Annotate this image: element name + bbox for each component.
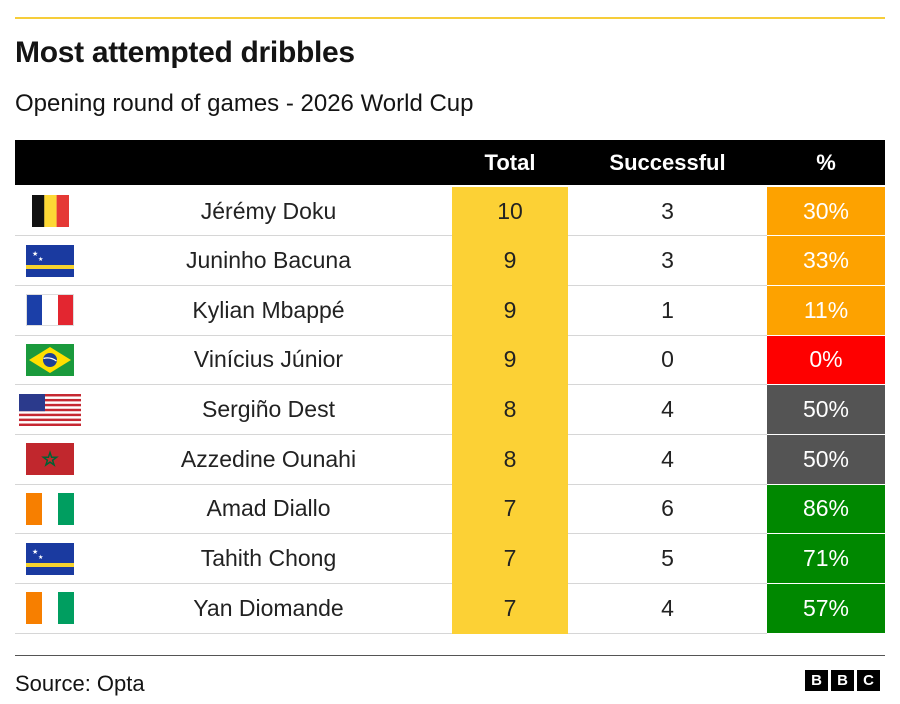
dribbles-table: Total Successful % Jérémy Doku 10 3 30% ★ ★ Ju… — [15, 140, 885, 634]
svg-text:★: ★ — [38, 554, 43, 561]
table-row: Yan Diomande 7 4 57% — [15, 583, 885, 634]
table-row: Sergiño Dest 8 4 50% — [15, 384, 885, 435]
successful-dribbles: 6 — [568, 484, 767, 535]
success-percent: 50% — [767, 384, 885, 435]
footer-divider — [15, 655, 885, 656]
successful-dribbles: 4 — [568, 583, 767, 634]
player-name: Kylian Mbappé — [85, 285, 452, 336]
belgium-flag — [15, 195, 85, 228]
curacao-flag: ★ ★ — [15, 542, 85, 575]
table-row: Azzedine Ounahi 8 4 50% — [15, 434, 885, 485]
total-attempts: 7 — [452, 583, 568, 634]
successful-dribbles: 4 — [568, 384, 767, 435]
france-flag — [15, 294, 85, 327]
svg-text:★: ★ — [32, 548, 38, 556]
successful-dribbles: 5 — [568, 533, 767, 584]
bbc-logo: B B C — [805, 670, 880, 691]
brazil-flag — [15, 343, 85, 376]
player-name: Azzedine Ounahi — [85, 434, 452, 485]
table-row: Jérémy Doku 10 3 30% — [15, 185, 885, 237]
player-name: Amad Diallo — [85, 484, 452, 535]
table-header-row: Total Successful % — [15, 140, 885, 186]
flag-cell — [15, 384, 85, 435]
success-percent: 57% — [767, 583, 885, 634]
player-name: Yan Diomande — [85, 583, 452, 634]
player-name: Vinícius Júnior — [85, 335, 452, 386]
table-row: Vinícius Júnior 9 0 0% — [15, 335, 885, 386]
source-note: Source: Opta — [15, 671, 145, 696]
success-percent: 11% — [767, 285, 885, 336]
total-attempts: 9 — [452, 335, 568, 386]
total-attempts: 8 — [452, 384, 568, 435]
top-accent-line — [15, 17, 885, 19]
table-row: ★ ★ Tahith Chong 7 5 71% — [15, 533, 885, 584]
success-percent: 30% — [767, 185, 885, 237]
svg-text:★: ★ — [38, 256, 43, 263]
usa-flag — [15, 393, 85, 426]
ivory-coast-flag — [15, 592, 85, 625]
table-row: Amad Diallo 7 6 86% — [15, 484, 885, 535]
player-name: Sergiño Dest — [85, 384, 452, 435]
success-percent: 0% — [767, 335, 885, 386]
total-attempts: 8 — [452, 434, 568, 485]
curacao-flag: ★ ★ — [15, 244, 85, 277]
bbc-logo-letter: B — [831, 670, 854, 691]
svg-text:★: ★ — [32, 250, 38, 258]
flag-cell — [15, 185, 85, 237]
flag-cell — [15, 583, 85, 634]
success-percent: 33% — [767, 235, 885, 286]
player-name: Juninho Bacuna — [85, 235, 452, 286]
table-row: Kylian Mbappé 9 1 11% — [15, 285, 885, 336]
bbc-logo-letter: B — [805, 670, 828, 691]
flag-cell — [15, 335, 85, 386]
total-attempts: 7 — [452, 484, 568, 535]
header-total: Total — [484, 149, 536, 175]
header-percent: % — [816, 149, 836, 175]
successful-dribbles: 0 — [568, 335, 767, 386]
successful-dribbles: 1 — [568, 285, 767, 336]
ivory-coast-flag — [15, 492, 85, 525]
success-percent: 71% — [767, 533, 885, 584]
player-name: Tahith Chong — [85, 533, 452, 584]
flag-cell: ★ ★ — [15, 235, 85, 286]
flag-cell — [15, 285, 85, 336]
success-percent: 50% — [767, 434, 885, 485]
header-successful: Successful — [609, 149, 726, 175]
total-attempts: 9 — [452, 235, 568, 286]
flag-cell: ★ ★ — [15, 533, 85, 584]
flag-cell — [15, 484, 85, 535]
table-row: ★ ★ Juninho Bacuna 9 3 33% — [15, 235, 885, 286]
morocco-flag — [15, 443, 85, 476]
chart-subtitle: Opening round of games - 2026 World Cup — [15, 90, 474, 117]
header-flag — [15, 140, 85, 186]
successful-dribbles: 3 — [568, 235, 767, 286]
successful-dribbles: 4 — [568, 434, 767, 485]
bbc-logo-letter: C — [857, 670, 880, 691]
successful-dribbles: 3 — [568, 185, 767, 237]
chart-title: Most attempted dribbles — [15, 36, 355, 69]
total-attempts: 9 — [452, 285, 568, 336]
flag-cell — [15, 434, 85, 485]
header-player — [85, 140, 452, 186]
success-percent: 86% — [767, 484, 885, 535]
total-attempts: 10 — [452, 185, 568, 237]
player-name: Jérémy Doku — [85, 185, 452, 237]
total-attempts: 7 — [452, 533, 568, 584]
